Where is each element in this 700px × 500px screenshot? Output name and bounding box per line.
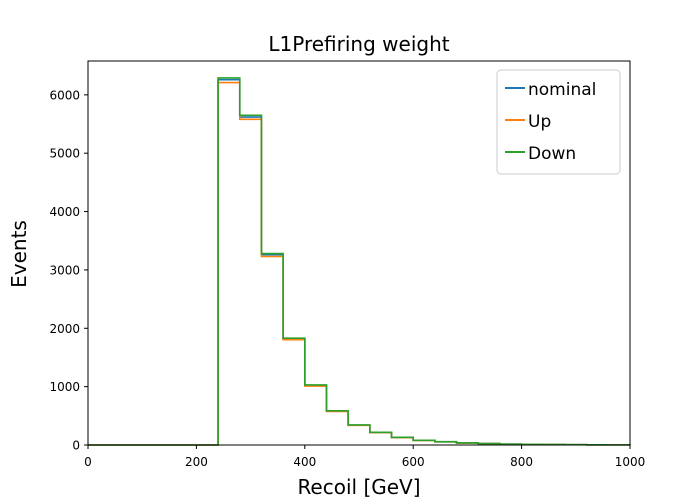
axes-frame [87,60,631,446]
y-tick-label: 6000 [49,88,80,102]
x-axis-label: Recoil [GeV] [297,475,420,499]
y-tick-label: 0 [72,439,80,453]
y-tick-label: 5000 [49,147,80,161]
y-tick-label: 4000 [49,205,80,219]
y-tick-label: 2000 [49,322,80,336]
y-tick-label: 1000 [49,380,80,394]
x-tick-label: 400 [293,455,316,469]
legend-label-nominal: nominal [528,80,596,100]
x-tick-label: 600 [402,455,425,469]
legend-label-up: Up [528,112,551,132]
x-tick-label: 200 [185,455,208,469]
x-tick-label: 1000 [615,455,646,469]
legend-box [496,69,621,175]
axes: 0 200 400 600 800 1000 0 1000 2000 3000 4000 5000 60… [49,60,646,469]
legend: nominal Up Down [496,69,621,175]
y-axis-label: Events [7,220,31,288]
chart-title: L1Prefiring weight [268,32,449,56]
legend-label-down: Down [528,144,576,164]
y-tick-label: 3000 [49,263,80,277]
x-tick-label: 800 [510,455,533,469]
x-tick-label: 0 [84,455,92,469]
